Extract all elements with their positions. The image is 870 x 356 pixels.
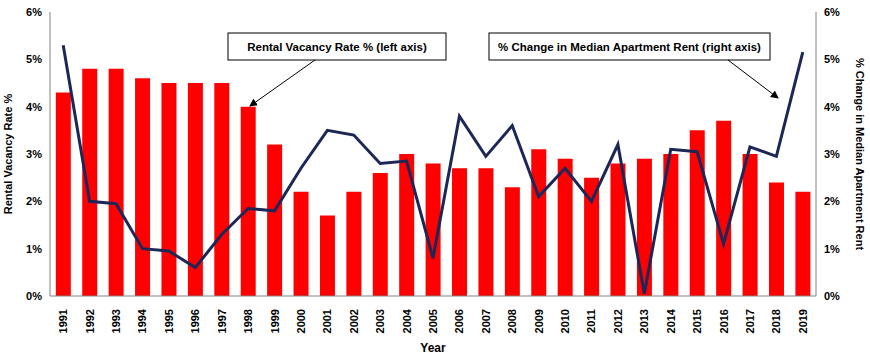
svg-text:2%: 2% (824, 195, 840, 207)
svg-text:5%: 5% (824, 53, 840, 65)
svg-text:3%: 3% (824, 148, 840, 160)
svg-text:2019: 2019 (797, 309, 809, 333)
svg-text:2014: 2014 (665, 308, 677, 333)
svg-text:2000: 2000 (295, 309, 307, 333)
svg-text:1996: 1996 (189, 309, 201, 333)
svg-text:4%: 4% (824, 101, 840, 113)
svg-text:2010: 2010 (559, 309, 571, 333)
svg-text:Rental Vacancy Rate % (left ax: Rental Vacancy Rate % (left axis) (247, 41, 427, 53)
svg-text:2009: 2009 (533, 309, 545, 333)
svg-text:1997: 1997 (216, 309, 228, 333)
svg-text:2013: 2013 (638, 309, 650, 333)
svg-text:2015: 2015 (691, 309, 703, 333)
svg-text:% Change in Median Apartment R: % Change in Median Apartment Rent (right… (498, 41, 761, 53)
svg-text:1998: 1998 (242, 309, 254, 333)
svg-text:2002: 2002 (348, 309, 360, 333)
svg-text:2006: 2006 (453, 309, 465, 333)
svg-text:% Change in Median Apartment R: % Change in Median Apartment Rent (854, 58, 862, 250)
svg-text:1992: 1992 (84, 309, 96, 333)
svg-text:2004: 2004 (401, 308, 413, 333)
svg-text:1%: 1% (824, 243, 840, 255)
svg-text:2018: 2018 (770, 309, 782, 333)
svg-text:3%: 3% (26, 148, 42, 160)
svg-text:2017: 2017 (744, 309, 756, 333)
svg-text:2003: 2003 (374, 309, 386, 333)
svg-text:1995: 1995 (163, 309, 175, 333)
svg-text:Year: Year (420, 341, 446, 355)
svg-text:1994: 1994 (136, 308, 148, 333)
svg-text:2005: 2005 (427, 309, 439, 333)
svg-text:6%: 6% (824, 6, 840, 18)
svg-text:0%: 0% (824, 290, 840, 302)
svg-text:6%: 6% (26, 6, 42, 18)
svg-text:2007: 2007 (480, 309, 492, 333)
svg-text:2016: 2016 (718, 309, 730, 333)
svg-text:2011: 2011 (585, 309, 597, 333)
svg-text:0%: 0% (26, 290, 42, 302)
svg-text:2%: 2% (26, 195, 42, 207)
svg-text:1991: 1991 (57, 309, 69, 333)
svg-text:4%: 4% (26, 101, 42, 113)
svg-text:2012: 2012 (612, 309, 624, 333)
svg-text:1999: 1999 (269, 309, 281, 333)
svg-text:1993: 1993 (110, 309, 122, 333)
svg-text:2001: 2001 (321, 309, 333, 333)
svg-text:Rental Vacancy Rate %: Rental Vacancy Rate % (8, 94, 14, 215)
svg-text:2008: 2008 (506, 309, 518, 333)
svg-text:5%: 5% (26, 53, 42, 65)
svg-text:1%: 1% (26, 243, 42, 255)
